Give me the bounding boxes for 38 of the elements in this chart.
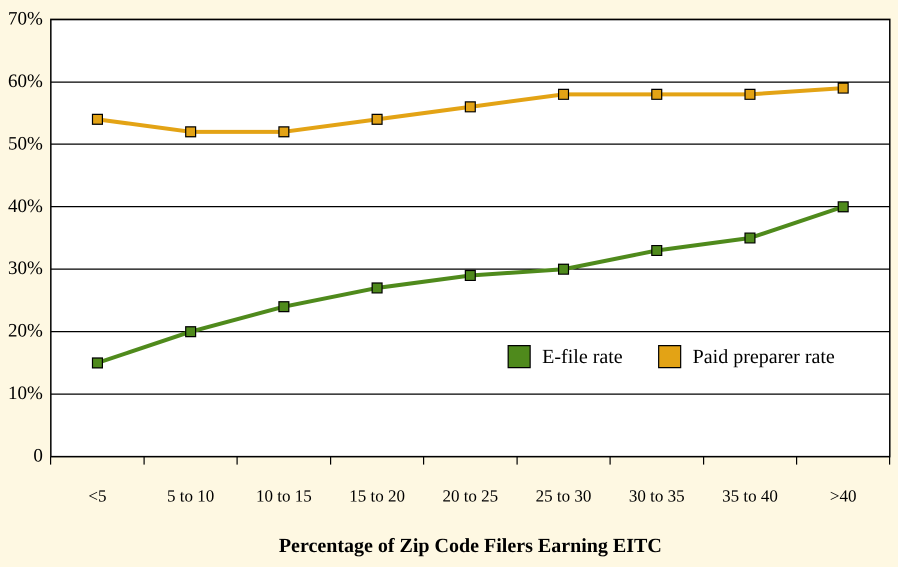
x-tick-label: 15 to 20 (349, 486, 405, 506)
point (372, 114, 383, 125)
x-tick-label: <5 (88, 486, 106, 506)
y-tick-label: 70% (8, 8, 43, 30)
x-tick-label: 30 to 35 (628, 486, 685, 506)
point (558, 88, 570, 100)
point (744, 88, 756, 100)
point (464, 101, 476, 112)
point (278, 301, 290, 312)
point (838, 201, 849, 212)
y-tick-label: 30% (8, 258, 43, 280)
point (558, 264, 570, 275)
point (185, 326, 196, 338)
legend-label: E-file rate (542, 346, 623, 368)
x-tick-label: 20 to 25 (442, 486, 498, 506)
x-tick-label: 35 to 40 (722, 486, 778, 506)
point (744, 232, 756, 244)
y-tick-label: 60% (8, 70, 43, 92)
point (372, 282, 383, 294)
y-tick-label: 0 (33, 446, 43, 467)
point (651, 244, 662, 256)
point (651, 88, 662, 100)
y-tick-label: 40% (8, 196, 43, 217)
x-tick-label: 25 to 30 (536, 486, 592, 506)
point (92, 114, 103, 125)
point (185, 126, 196, 138)
legend-label: Paid preparer rate (692, 346, 835, 368)
point (464, 270, 476, 282)
x-tick-label: >40 (830, 486, 856, 506)
point (278, 126, 290, 138)
y-tick-label: 10% (8, 383, 43, 404)
x-tick-label: 5 to 10 (167, 486, 214, 506)
point (838, 82, 849, 94)
y-tick-label: 50% (8, 133, 43, 154)
point (92, 357, 103, 368)
y-tick-label: 20% (8, 320, 43, 342)
x-tick-label: 10 to 15 (256, 486, 312, 506)
x-axis-title: Percentage of Zip Code Filers Earning EITC (278, 535, 662, 558)
